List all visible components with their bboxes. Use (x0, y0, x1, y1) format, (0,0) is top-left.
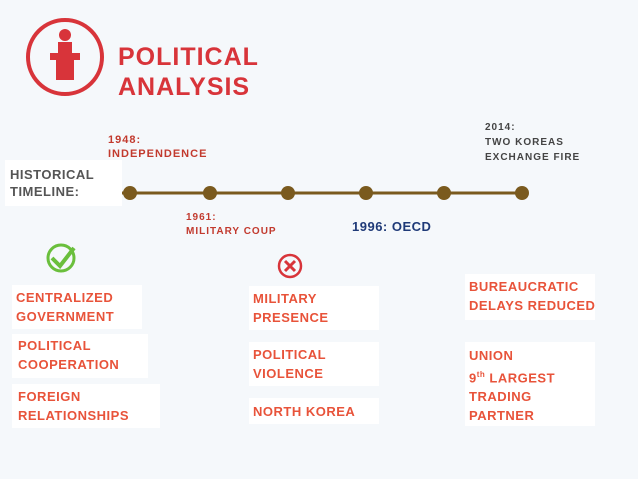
item-line: DELAYS REDUCED (469, 298, 596, 313)
item-line: TRADING (469, 389, 532, 405)
item: CENTRALIZED GOVERNMENT (16, 288, 114, 326)
item: BUREAUCRATIC DELAYS REDUCED (469, 277, 595, 315)
item-line: 9th LARGEST (469, 365, 555, 387)
item-line: UNION (469, 348, 514, 363)
item: NORTH KOREA (253, 402, 355, 421)
event: 2014: TWO KOREAS EXCHANGE FIRE (485, 120, 580, 165)
label-line: HISTORICAL (10, 167, 95, 182)
event-line: 1948: (108, 134, 142, 146)
item-line: VIOLENCE (253, 366, 324, 381)
title-line: ANALYSIS (118, 73, 251, 101)
item-box (465, 342, 595, 426)
item-line: COOPERATION (18, 357, 120, 372)
event-line: MILITARY COUP (186, 226, 277, 237)
item-line: RELATIONSHIPS (18, 408, 129, 423)
timeline-dots (123, 186, 529, 200)
event-line: 1961: (186, 212, 217, 223)
item-line: POLITICAL (253, 347, 327, 362)
event: 1961: MILITARY COUP (186, 211, 277, 239)
timeline-label: HISTORICAL TIMELINE: (10, 166, 94, 200)
item: MILITARY PRESENCE (253, 289, 329, 327)
event: 1948: INDEPENDENCE (108, 133, 207, 161)
item-line: BUREAUCRATIC (469, 279, 579, 294)
check-mark (50, 246, 76, 270)
item-word: LARGEST (489, 370, 556, 386)
item-line: CENTRALIZED (16, 290, 114, 305)
icon-podium (56, 60, 74, 80)
item-line: PRESENCE (253, 310, 329, 325)
item-line: FOREIGN (18, 389, 81, 404)
x-mark (283, 259, 297, 273)
item-line: GOVERNMENT (16, 309, 115, 324)
item: UNION 9th LARGEST TRADING PARTNER (469, 346, 555, 425)
event-line: 2014: (485, 122, 516, 133)
item: POLITICAL COOPERATION (18, 336, 119, 374)
icon-body (58, 42, 72, 54)
item-line: MILITARY (253, 291, 317, 306)
check-icon (46, 243, 76, 273)
item-box (249, 398, 379, 424)
icon-podium-top (50, 53, 80, 60)
title: POLITICAL ANALYSIS (118, 42, 259, 102)
item-box (249, 342, 379, 386)
item-box (12, 334, 148, 378)
event-line: INDEPENDENCE (108, 148, 208, 160)
icon-ring (26, 18, 104, 96)
item: POLITICAL VIOLENCE (253, 345, 326, 383)
label-box (5, 160, 122, 206)
item-line: NORTH KOREA (253, 404, 356, 419)
item-box (12, 384, 160, 428)
item-line: PARTNER (469, 408, 535, 424)
ordinal-suffix: th (476, 370, 486, 379)
item-box (249, 286, 379, 330)
item-box (12, 285, 142, 329)
item-box (465, 274, 595, 320)
item-line: POLITICAL (18, 338, 92, 353)
icon-head (59, 29, 71, 41)
event-line: TWO KOREAS (485, 137, 564, 148)
title-line: POLITICAL (118, 43, 259, 71)
event-line: 1996: OECD (352, 219, 432, 234)
event-line: EXCHANGE FIRE (485, 152, 581, 163)
label-line: TIMELINE: (10, 184, 80, 199)
event: 1996: OECD (352, 219, 431, 234)
item: FOREIGN RELATIONSHIPS (18, 387, 129, 425)
x-icon (277, 253, 303, 279)
ordinal-number: 9 (469, 370, 477, 386)
